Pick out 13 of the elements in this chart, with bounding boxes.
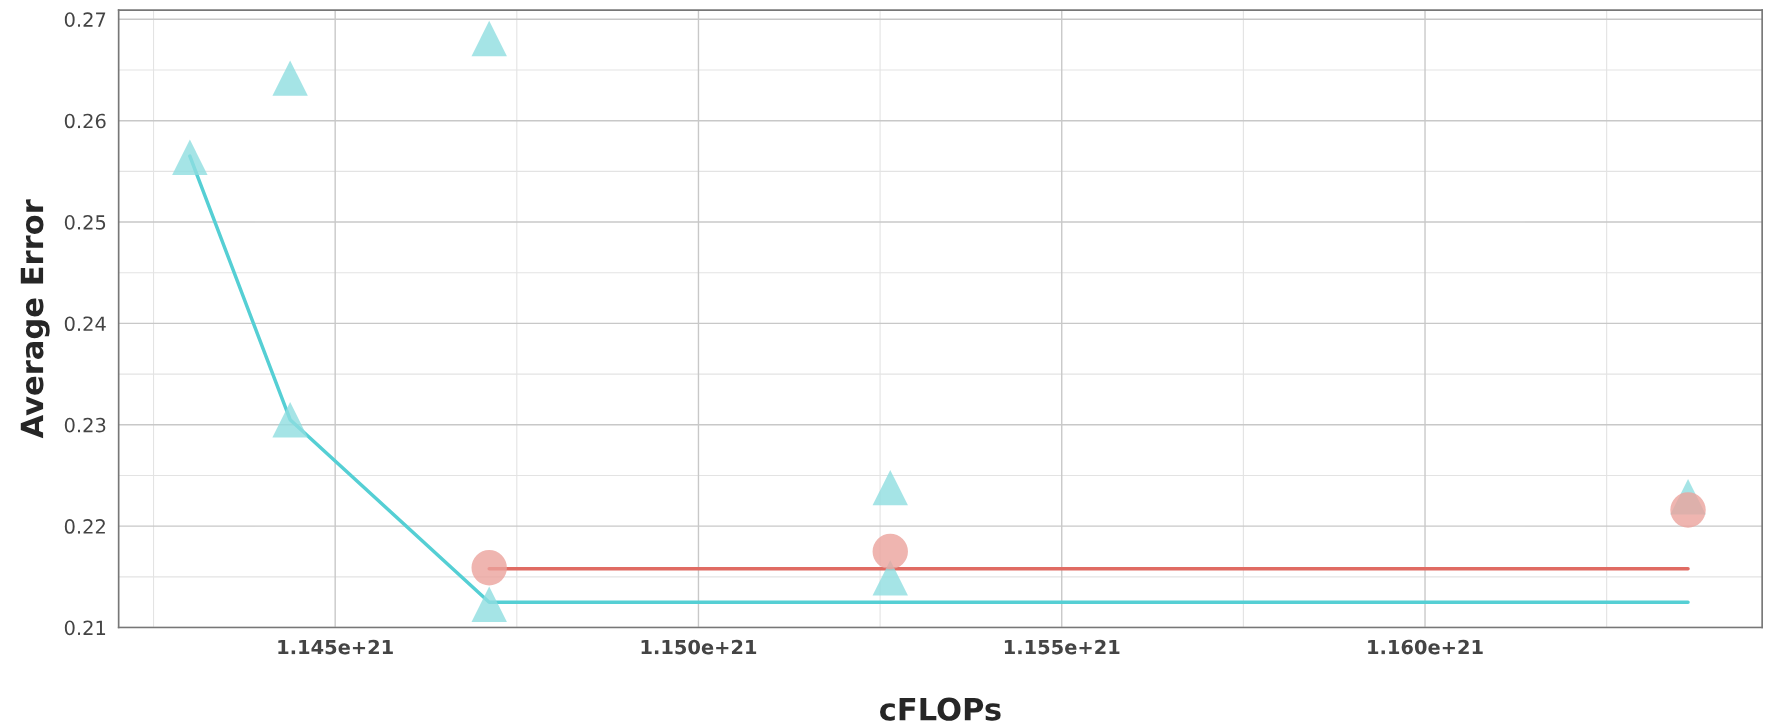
- x-tick-label: 1.155e+21: [1004, 639, 1120, 655]
- y-tick-label: 0.21: [64, 620, 106, 636]
- y-tick-label: 0.22: [64, 519, 105, 534]
- x-tick-label: 1.150e+21: [641, 639, 757, 655]
- x-tick-label: 1.160e+21: [1368, 639, 1483, 655]
- y-tick-label: 0.24: [64, 316, 106, 332]
- y-tick-label: 0.23: [64, 417, 106, 433]
- y-tick-label: 0.27: [64, 12, 106, 27]
- y-tick-label: 0.26: [64, 113, 106, 129]
- x-axis-title: cFLOPs: [880, 697, 1001, 721]
- x-tick-label: 1.145e+21: [278, 639, 393, 655]
- y-axis-title: Average Error: [20, 199, 50, 439]
- y-tick-label: 0.25: [64, 215, 106, 230]
